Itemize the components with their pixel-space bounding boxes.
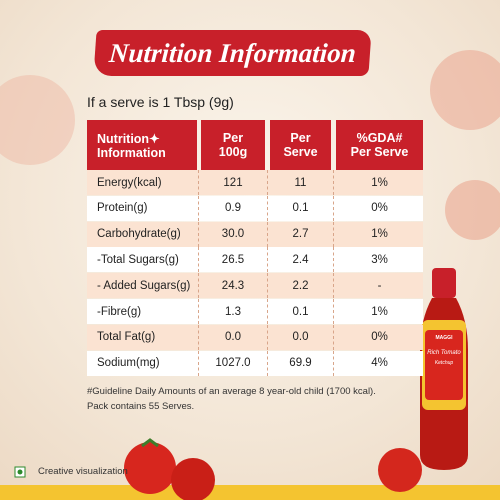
value-cell: 0.1 bbox=[292, 305, 309, 318]
column-divider bbox=[267, 247, 268, 273]
nutrient-cell: - Added Sugars(g) bbox=[97, 279, 191, 292]
table-row: Protein(g) 0.9 0.1 0% bbox=[87, 195, 423, 221]
column-divider bbox=[267, 195, 268, 221]
column-divider bbox=[333, 273, 334, 299]
table-row: -Fibre(g) 1.3 0.1 1% bbox=[87, 299, 423, 324]
column-header: Per Serve bbox=[270, 120, 331, 170]
column-divider bbox=[333, 350, 334, 376]
table-row: -Total Sugars(g) 26.5 2.4 3% bbox=[87, 247, 423, 273]
value-cell: 0.9 bbox=[225, 202, 241, 215]
column-divider bbox=[267, 221, 268, 247]
header-line: Per bbox=[222, 131, 244, 145]
column-divider bbox=[198, 273, 199, 299]
value-cell: 1.3 bbox=[225, 305, 241, 318]
header-line: Serve bbox=[283, 145, 318, 159]
table-row: Carbohydrate(g) 30.0 2.7 1% bbox=[87, 221, 423, 247]
value-cell: 2.2 bbox=[292, 279, 309, 292]
column-divider bbox=[333, 247, 334, 273]
column-divider bbox=[267, 170, 268, 195]
column-divider bbox=[333, 324, 334, 350]
value-cell: 1027.0 bbox=[215, 357, 251, 370]
caption: Creative visualization bbox=[38, 466, 128, 477]
nutrient-cell: -Total Sugars(g) bbox=[97, 253, 179, 266]
value-cell: 26.5 bbox=[221, 253, 245, 266]
bottle-brand: MAGGI bbox=[435, 335, 453, 341]
value-cell: 3% bbox=[371, 253, 388, 266]
footnote: #Guideline Daily Amounts of an average 8… bbox=[87, 386, 376, 397]
serving-size: If a serve is 1 Tbsp (9g) bbox=[87, 94, 234, 110]
nutrient-cell: Carbohydrate(g) bbox=[97, 228, 181, 241]
column-divider bbox=[267, 324, 268, 350]
nutrient-cell: -Fibre(g) bbox=[97, 305, 142, 318]
value-cell: 0% bbox=[371, 331, 388, 344]
nutrient-cell: Protein(g) bbox=[97, 202, 148, 215]
value-cell: 0% bbox=[371, 202, 388, 215]
column-divider bbox=[267, 273, 268, 299]
bottle-label: Ketchup bbox=[434, 360, 454, 366]
column-divider bbox=[333, 299, 334, 324]
value-cell: 0.0 bbox=[225, 331, 241, 344]
value-cell: 24.3 bbox=[221, 279, 245, 292]
title: Nutrition Information bbox=[93, 30, 372, 76]
value-cell: - bbox=[377, 279, 382, 292]
header-line: 100g bbox=[218, 145, 248, 159]
value-cell: 1% bbox=[371, 305, 388, 318]
column-divider bbox=[198, 350, 199, 376]
column-divider bbox=[333, 221, 334, 247]
value-cell: 2.4 bbox=[292, 253, 309, 266]
column-divider bbox=[198, 170, 199, 195]
header-line: Information bbox=[97, 145, 166, 160]
value-cell: 0.1 bbox=[292, 202, 309, 215]
value-cell: 69.9 bbox=[289, 357, 312, 370]
table-row: Total Fat(g) 0.0 0.0 0% bbox=[87, 324, 423, 350]
nutrient-cell: Sodium(mg) bbox=[97, 357, 160, 370]
column-divider bbox=[333, 170, 334, 195]
value-cell: 11 bbox=[294, 176, 307, 189]
value-cell: 4% bbox=[371, 357, 388, 370]
header-line: Per bbox=[290, 131, 311, 145]
value-cell: 1% bbox=[371, 176, 388, 189]
value-cell: 1% bbox=[371, 228, 388, 241]
column-divider bbox=[198, 324, 199, 350]
column-divider bbox=[198, 221, 199, 247]
table-row: - Added Sugars(g) 24.3 2.2 - bbox=[87, 273, 423, 299]
value-cell: 121 bbox=[223, 176, 243, 189]
value-cell: 30.0 bbox=[221, 228, 245, 241]
table-row: Energy(kcal) 121 11 1% bbox=[87, 170, 423, 195]
column-divider bbox=[267, 299, 268, 324]
column-header: %GDA# Per Serve bbox=[336, 120, 423, 170]
header-line: Nutrition✦ bbox=[97, 131, 160, 146]
nutrient-cell: Energy(kcal) bbox=[97, 176, 162, 189]
header-line: Per Serve bbox=[350, 145, 409, 159]
column-divider bbox=[198, 195, 199, 221]
nutrient-cell: Total Fat(g) bbox=[97, 331, 156, 344]
column-divider bbox=[198, 299, 199, 324]
header-line: %GDA# bbox=[356, 131, 403, 145]
column-header: Per 100g bbox=[201, 120, 265, 170]
column-header: Nutrition✦ Information bbox=[87, 120, 197, 170]
table-row: Sodium(mg) 1027.0 69.9 4% bbox=[87, 350, 423, 376]
value-cell: 2.7 bbox=[292, 228, 309, 241]
footnote: Pack contains 55 Serves. bbox=[87, 401, 195, 412]
bottle-label: Rich Tomato bbox=[427, 350, 461, 356]
column-divider bbox=[333, 195, 334, 221]
value-cell: 0.0 bbox=[292, 331, 309, 344]
column-divider bbox=[267, 350, 268, 376]
column-divider bbox=[198, 247, 199, 273]
